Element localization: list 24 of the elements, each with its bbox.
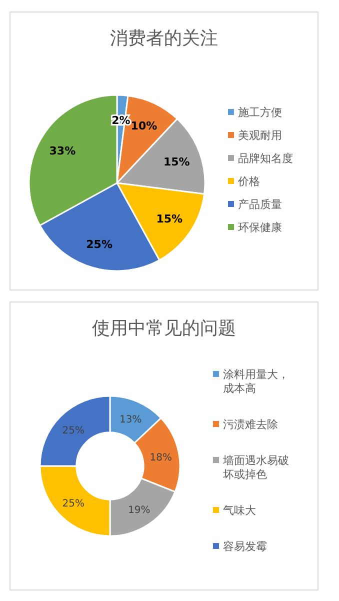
legend-label: 施工方便: [238, 106, 282, 119]
data-label: 25%: [62, 498, 84, 510]
legend-label: 气味大: [223, 504, 256, 517]
data-label: 13%: [119, 414, 142, 426]
data-label: 19%: [128, 504, 150, 516]
legend-label: 美观耐用: [238, 129, 282, 142]
legend-label: 品牌知名度: [238, 152, 293, 165]
data-label: 2%: [112, 114, 130, 127]
legend-label: 容易发霉: [223, 540, 267, 553]
data-label: 10%: [130, 120, 158, 133]
chart-title: 使用中常见的问题: [92, 318, 236, 339]
data-label: 25%: [62, 425, 84, 436]
data-label: 25%: [86, 238, 112, 251]
legend-label: 涂料用量大，成本高: [223, 368, 289, 395]
data-label: 33%: [49, 144, 76, 158]
data-label: 18%: [150, 452, 172, 464]
data-label: 15%: [163, 156, 190, 169]
legend-label: 产品质量: [238, 198, 282, 211]
legend-label: 价格: [237, 175, 260, 188]
legend-label: 环保健康: [238, 221, 282, 234]
data-label: 15%: [156, 212, 183, 226]
legend-label: 墙面遇水易破坏或掉色: [222, 454, 289, 481]
legend-label: 污渍难去除: [223, 418, 278, 431]
chart-title: 消费者的关注: [110, 28, 218, 49]
